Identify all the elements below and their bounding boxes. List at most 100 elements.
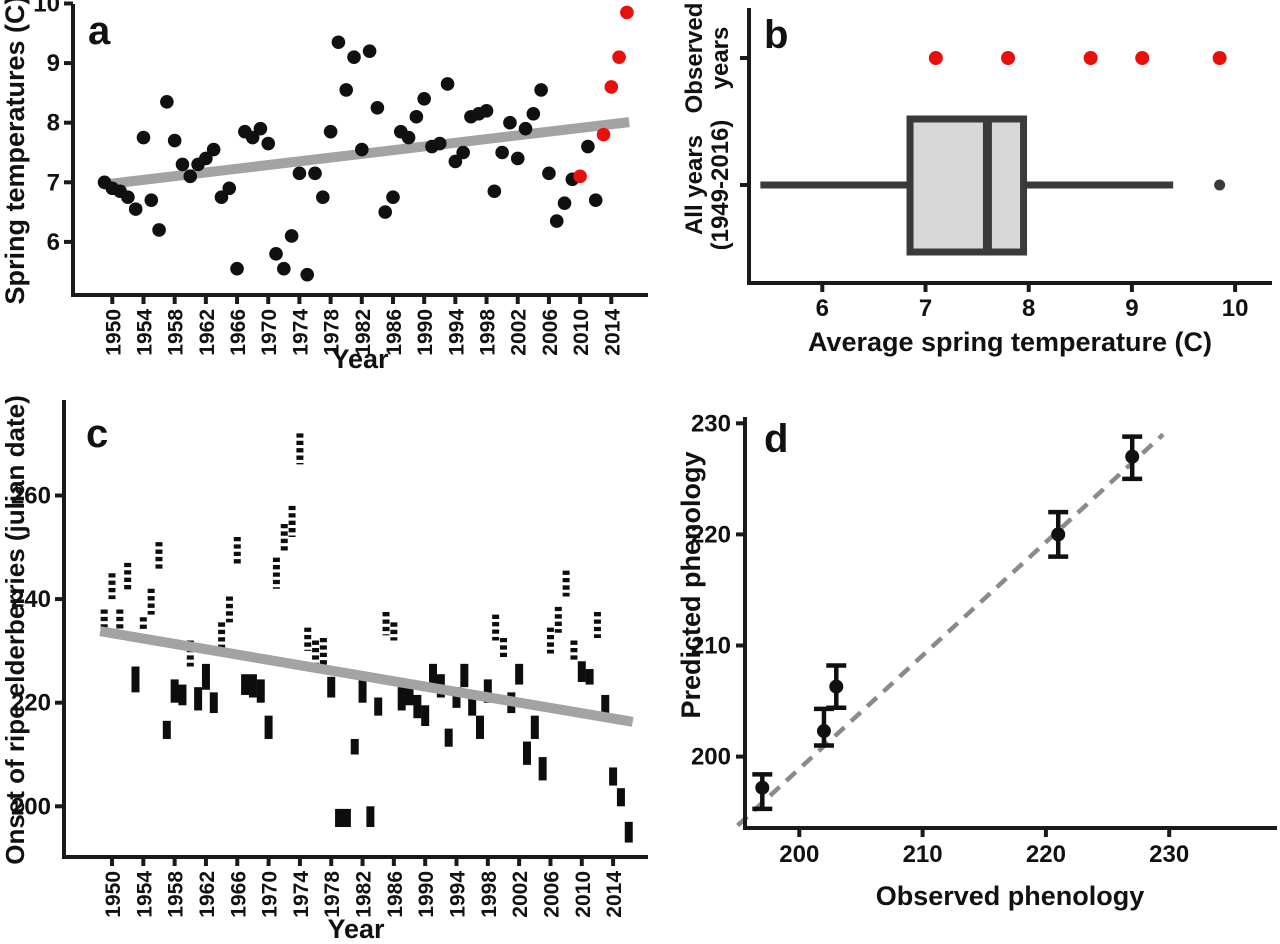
- data-point: [829, 679, 844, 694]
- data-point-black: [308, 166, 322, 181]
- data-point-black: [167, 133, 182, 148]
- data-point-red: [928, 51, 943, 65]
- x-tick-label: 220: [1026, 841, 1066, 868]
- x-tick-label: 2006: [539, 309, 562, 356]
- panel-d-plot-area: 200 210 220 230 200 210 220 230: [691, 410, 1277, 868]
- x-tick-label: 1962: [196, 309, 219, 356]
- data-point-black: [284, 229, 299, 243]
- x-tick-label: 2002: [509, 871, 532, 918]
- panel-a-x-axis-title: Year: [331, 344, 389, 374]
- x-tick-label: 9: [1125, 295, 1138, 322]
- data-point-black: [588, 193, 603, 207]
- x-tick-label: 1990: [415, 871, 438, 918]
- y-tick-label: 210: [691, 633, 731, 660]
- x-tick-label: 6: [816, 295, 829, 322]
- y-tick-label: 260: [11, 483, 51, 510]
- y-tick-label: 220: [11, 690, 51, 717]
- data-point-black: [152, 223, 166, 237]
- panel-b-plot-area: 6 7 8 9 10 Observed years All years (1949-2016): [681, 3, 1272, 322]
- data-point-black: [370, 101, 385, 115]
- data-point-black: [542, 166, 556, 181]
- data-point-black: [479, 103, 494, 118]
- data-point-black: [378, 205, 392, 219]
- data-point-red: [573, 169, 587, 184]
- x-tick-label: 1994: [445, 309, 468, 356]
- data-point-red: [604, 80, 619, 94]
- data-point: [1051, 527, 1066, 542]
- data-point-black: [175, 157, 190, 172]
- panel-b-x-axis-title: Average spring temperature (C): [808, 327, 1212, 357]
- data-point-black: [206, 142, 221, 157]
- data-point-red: [620, 5, 634, 20]
- data-point-black: [136, 130, 151, 145]
- panel-a-y-axis-title: Spring temperatures (C): [0, 0, 30, 305]
- data-point-black: [300, 267, 315, 282]
- row-label: All years: [681, 135, 708, 235]
- y-tick-label: 200: [691, 744, 731, 771]
- row-label: Observed: [681, 3, 708, 114]
- data-point-black: [331, 35, 346, 50]
- data-point-black: [409, 109, 424, 124]
- x-tick-label: 2010: [572, 871, 595, 918]
- data-point-black: [183, 169, 198, 184]
- panel-c-elderberry-phenology-chart: c Onset of ripe elderberries (julian dat…: [0, 395, 648, 944]
- data-point-black: [160, 95, 174, 109]
- y-tick-label: 8: [47, 110, 60, 137]
- y-tick-label: 10: [33, 0, 60, 18]
- y-tick-label: 220: [691, 521, 731, 548]
- data-point-red: [1135, 51, 1150, 65]
- data-point-black: [510, 151, 525, 166]
- x-tick-label: 1966: [227, 309, 250, 356]
- data-point-black: [199, 151, 213, 166]
- x-tick-label: 1982: [353, 871, 376, 918]
- x-tick-label: 1954: [133, 871, 156, 918]
- x-tick-label: 2014: [601, 309, 624, 356]
- x-tick-label: 10: [1222, 295, 1249, 322]
- data-point-black: [417, 92, 431, 106]
- x-tick-label: 1958: [165, 871, 188, 918]
- x-tick-label: 2014: [603, 871, 626, 918]
- panel-a-letter: a: [88, 9, 111, 53]
- iqr-box: [906, 115, 1028, 256]
- x-tick-label: 1998: [478, 871, 501, 918]
- x-tick-label: 1962: [196, 871, 219, 918]
- data-point-black: [323, 124, 338, 139]
- data-point-black: [214, 190, 229, 204]
- x-tick-label: 230: [1149, 841, 1189, 868]
- x-tick-label: 7: [919, 295, 932, 322]
- y-tick-label: 240: [11, 586, 51, 613]
- data-point-black: [339, 83, 354, 97]
- panel-b-letter: b: [764, 13, 788, 57]
- x-tick-label: 2002: [508, 309, 531, 356]
- panel-a-plot-area: 6 7 8 9 10 1950 1954 1958 1962 1966 1970 1974 1978 19…: [33, 0, 648, 356]
- y-tick-label: 6: [47, 229, 60, 256]
- x-tick-label: 200: [779, 841, 819, 868]
- data-point-black: [487, 184, 502, 199]
- data-point-black: [261, 136, 276, 151]
- x-tick-label: 1974: [289, 309, 312, 356]
- x-tick-label: 2010: [570, 309, 593, 356]
- data-point: [816, 724, 831, 739]
- data-point: [1125, 449, 1140, 464]
- data-point-black: [230, 261, 244, 276]
- data-point-black: [245, 130, 260, 145]
- x-tick-label: 1950: [102, 871, 125, 918]
- data-point-black: [292, 166, 307, 181]
- x-tick-label: 8: [1022, 295, 1035, 322]
- x-tick-label: 1954: [133, 309, 156, 356]
- y-tick-label: 230: [691, 410, 731, 437]
- x-tick-label: 1950: [102, 309, 125, 356]
- y-tick-label: 7: [47, 169, 60, 196]
- data-point-black: [128, 202, 143, 216]
- panel-c-y-axis-title: Onset of ripe elderberries (julian date): [0, 395, 30, 865]
- data-point-black: [347, 50, 361, 64]
- x-tick-label: 1958: [165, 309, 188, 356]
- data-point-black: [534, 83, 548, 97]
- panel-c-letter: c: [86, 412, 108, 456]
- identity-line: [736, 432, 1165, 828]
- x-tick-label: 1974: [290, 871, 313, 918]
- panel-c-x-axis-title: Year: [327, 914, 385, 944]
- data-point-black: [355, 142, 369, 157]
- data-point-black: [518, 121, 533, 136]
